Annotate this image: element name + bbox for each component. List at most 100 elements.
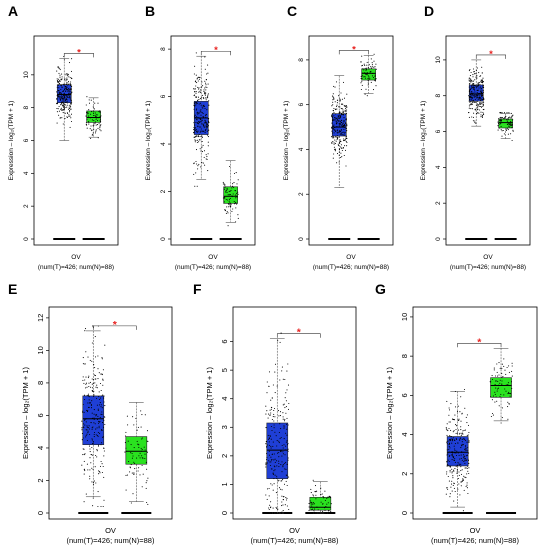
- data-point: [311, 509, 313, 511]
- data-point: [198, 163, 200, 165]
- data-point: [313, 509, 315, 511]
- data-point: [470, 71, 472, 74]
- data-point: [472, 95, 474, 97]
- data-point: [278, 462, 280, 465]
- data-point: [204, 56, 206, 58]
- data-point: [287, 363, 289, 365]
- data-point: [270, 483, 272, 485]
- data-point: [56, 91, 58, 93]
- data-point: [130, 444, 132, 446]
- data-point: [85, 104, 87, 106]
- x-axis-label: OV: [208, 254, 218, 261]
- data-point: [477, 107, 479, 109]
- data-point: [473, 96, 476, 98]
- data-point: [279, 511, 281, 514]
- data-point: [497, 380, 499, 382]
- data-point: [474, 101, 476, 103]
- data-point: [476, 96, 478, 98]
- data-point: [68, 93, 70, 95]
- data-point: [509, 126, 511, 128]
- data-point: [448, 460, 450, 463]
- data-point: [270, 461, 272, 463]
- data-point: [63, 92, 66, 94]
- data-point: [510, 124, 512, 126]
- data-point: [56, 78, 58, 80]
- data-point: [195, 131, 198, 133]
- data-point: [374, 80, 376, 82]
- data-point: [62, 112, 64, 114]
- data-point: [464, 449, 466, 451]
- data-point: [361, 55, 363, 57]
- data-point: [482, 104, 484, 106]
- data-point: [334, 130, 336, 133]
- data-point: [60, 97, 62, 99]
- data-point: [269, 461, 271, 463]
- data-point: [455, 425, 458, 427]
- data-point: [313, 495, 315, 497]
- data-point: [476, 92, 478, 94]
- data-point: [449, 455, 451, 457]
- data-point: [346, 109, 348, 111]
- data-point: [336, 130, 338, 132]
- data-point: [88, 428, 90, 430]
- data-point: [281, 471, 283, 473]
- data-point: [200, 86, 202, 88]
- data-point: [103, 415, 105, 418]
- data-point: [66, 100, 68, 102]
- data-point: [361, 80, 363, 82]
- data-point: [101, 429, 103, 431]
- data-point: [467, 434, 469, 436]
- data-point: [459, 458, 461, 460]
- data-point: [345, 113, 347, 115]
- data-point: [66, 83, 68, 85]
- data-point: [335, 117, 337, 119]
- data-point: [317, 509, 319, 511]
- data-point: [95, 415, 97, 417]
- data-point: [98, 111, 100, 113]
- data-point: [223, 188, 225, 191]
- data-point: [59, 69, 61, 71]
- data-point: [467, 465, 469, 467]
- data-point: [375, 68, 377, 70]
- data-point: [476, 100, 479, 102]
- data-point: [142, 473, 144, 475]
- data-point: [468, 86, 470, 88]
- data-point: [336, 108, 338, 110]
- data-point: [508, 371, 510, 373]
- data-point: [197, 122, 199, 124]
- data-point: [96, 456, 98, 458]
- data-point: [205, 82, 207, 84]
- data-point: [101, 357, 103, 359]
- data-point: [502, 129, 504, 132]
- data-point: [96, 114, 98, 116]
- data-point: [310, 512, 312, 514]
- data-point: [228, 190, 230, 192]
- data-point: [207, 72, 209, 74]
- data-point: [92, 106, 94, 108]
- significance-star: *: [113, 319, 118, 331]
- data-point: [282, 404, 284, 406]
- data-point: [469, 95, 471, 98]
- data-point: [104, 416, 106, 418]
- data-point: [207, 123, 209, 125]
- data-point: [222, 197, 224, 199]
- data-point: [200, 97, 202, 99]
- data-point: [66, 94, 68, 96]
- data-point: [370, 66, 372, 68]
- data-point: [225, 212, 227, 214]
- data-point: [90, 422, 92, 424]
- data-point: [71, 91, 73, 93]
- data-point: [276, 475, 278, 477]
- data-point: [144, 449, 146, 451]
- data-point: [491, 375, 493, 377]
- x-axis-label: OV: [483, 254, 493, 261]
- data-point: [336, 126, 338, 128]
- data-point: [230, 203, 232, 205]
- data-point: [499, 116, 501, 118]
- data-point: [81, 432, 83, 435]
- data-point: [503, 394, 505, 396]
- data-point: [510, 112, 512, 114]
- data-point: [69, 115, 71, 117]
- data-point: [332, 125, 334, 127]
